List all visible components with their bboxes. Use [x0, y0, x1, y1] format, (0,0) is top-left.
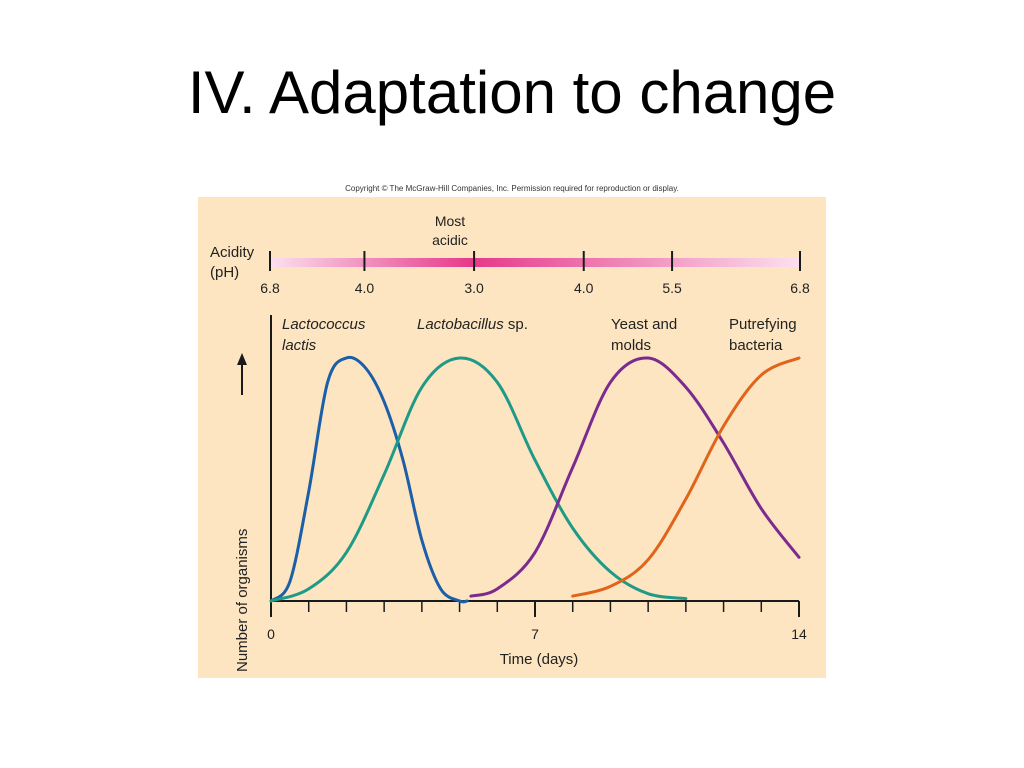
- series-label-lactobacillus-genus: Lactobacillus: [417, 316, 504, 333]
- series-label-yeast-line1: Yeast and: [611, 316, 677, 333]
- slide-title: IV. Adaptation to change: [187, 59, 837, 126]
- series-label-lactococcus-line2: lactis: [282, 337, 317, 354]
- series-label-yeast: Yeast and molds: [611, 316, 681, 354]
- y-axis-label: Number of organisms: [234, 529, 251, 672]
- x-tick-label-2: 14: [791, 626, 807, 642]
- acidity-tick-label-4: 5.5: [662, 280, 682, 296]
- series-label-lactobacillus: Lactobacillus sp.: [417, 316, 528, 333]
- acidity-ticks: 6.8 4.0 3.0 4.0 5.5 6.8: [260, 251, 810, 296]
- acidity-tick-label-5: 6.8: [790, 280, 810, 296]
- acidity-tick-label-0: 6.8: [260, 280, 280, 296]
- acidity-label: Acidity: [210, 244, 255, 261]
- series-line-2: [469, 356, 801, 598]
- acidity-unit-label: (pH): [210, 264, 239, 281]
- acidity-tick-label-2: 3.0: [464, 280, 484, 296]
- x-axis-ticks: 0 7 14: [267, 601, 807, 642]
- copyright-notice: Copyright © The McGraw-Hill Companies, I…: [345, 184, 679, 193]
- series-label-putrefying-line1: Putrefying: [729, 316, 797, 333]
- series-line-0: [269, 355, 469, 604]
- series-line-3: [571, 356, 801, 598]
- series-labels: Lactococcus lactis Lactobacillus sp. Yea…: [282, 316, 801, 354]
- y-axis-arrow: [237, 353, 247, 395]
- series-label-lactobacillus-sp: sp.: [504, 316, 528, 333]
- x-tick-label-1: 7: [531, 626, 539, 642]
- series-label-putrefying: Putrefying bacteria: [729, 316, 801, 354]
- series-label-lactococcus-line1: Lactococcus: [282, 316, 366, 333]
- x-axis-label: Time (days): [500, 651, 579, 668]
- acidity-tick-label-3: 4.0: [574, 280, 594, 296]
- succession-figure: Acidity (pH) Most acidic 6.8 4.0 3.0 4.0 5.5…: [198, 197, 826, 678]
- x-tick-label-0: 0: [267, 626, 275, 642]
- acidity-tick-label-1: 4.0: [355, 280, 375, 296]
- y-axis-label-group: Number of organisms: [234, 529, 251, 672]
- acidity-gradient-bar: [270, 258, 800, 267]
- succession-chart: Acidity (pH) Most acidic 6.8 4.0 3.0 4.0 5.5…: [198, 197, 826, 678]
- figure-background: [198, 197, 826, 678]
- series-label-yeast-line2: molds: [611, 337, 651, 354]
- most-acidic-label-line2: acidic: [432, 232, 468, 248]
- series-label-putrefying-line2: bacteria: [729, 337, 783, 354]
- series-label-lactococcus: Lactococcus lactis: [282, 316, 370, 354]
- series-line-1: [269, 356, 688, 603]
- most-acidic-label-line1: Most: [435, 213, 465, 229]
- series-lines: [269, 355, 801, 604]
